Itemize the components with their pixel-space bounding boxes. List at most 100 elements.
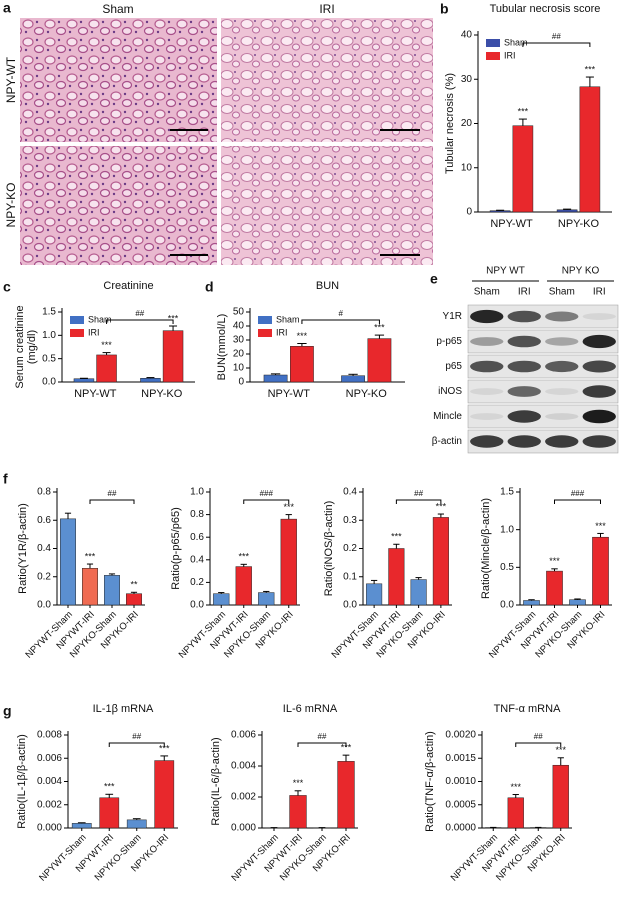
bracket xyxy=(297,742,347,747)
bar xyxy=(71,823,92,829)
legend-label: Sham xyxy=(276,314,300,324)
y-tick-label: 1.5 xyxy=(500,487,514,498)
y-tick-label: 10 xyxy=(461,162,473,173)
blot-strip xyxy=(467,404,619,429)
bar xyxy=(341,375,365,383)
chart-title: IL-1β mRNA xyxy=(93,703,154,715)
panel-label: g xyxy=(3,703,12,719)
y-tick-label: 0.4 xyxy=(190,554,204,565)
blot-lane-label: Sham xyxy=(474,287,500,298)
blot-band xyxy=(470,413,504,420)
bar xyxy=(432,517,449,606)
y-tick-label: 0.5 xyxy=(500,562,514,573)
bracket-label: ## xyxy=(108,489,117,498)
x-tick-label: NPY-KO xyxy=(141,388,183,400)
significance-label: *** xyxy=(549,556,560,566)
y-tick-label: 0.0 xyxy=(190,600,204,611)
bracket xyxy=(243,499,290,504)
bracket-label: ## xyxy=(534,732,543,741)
y-tick-label: 20 xyxy=(461,118,473,129)
significance-label: *** xyxy=(555,745,566,755)
bracket-label: ## xyxy=(135,309,144,318)
blot-group-label: NPY WT xyxy=(486,266,525,277)
x-tick-label: NPY-KO xyxy=(558,218,600,230)
bracket xyxy=(301,319,380,324)
bracket-label: ## xyxy=(132,732,141,741)
significance-label: *** xyxy=(374,322,385,332)
image xyxy=(20,18,217,142)
bar xyxy=(366,583,383,606)
y-tick-label: 0.8 xyxy=(37,487,51,498)
blot-band xyxy=(582,409,616,424)
y-tick-label: 20 xyxy=(233,349,245,360)
significance-label: *** xyxy=(101,340,112,350)
y-tick-label: 0 xyxy=(466,207,472,218)
blot-band xyxy=(582,385,616,398)
significance-label: *** xyxy=(238,552,249,562)
legend-label: Sham xyxy=(504,37,528,47)
significance-label: *** xyxy=(518,106,529,116)
chart-title: IL-6 mRNA xyxy=(283,703,338,715)
bar xyxy=(489,210,511,213)
bracket xyxy=(522,42,591,47)
legend-swatch xyxy=(486,39,500,47)
blot-band xyxy=(545,360,579,373)
y-tick-label: 0.004 xyxy=(231,761,256,772)
y-tick-label: 50 xyxy=(233,307,245,318)
blot-row-label: iNOS xyxy=(438,386,462,397)
y-axis-label: Ratio(TNF-α/β-actin) xyxy=(424,731,436,832)
y-axis-label: Ratio(IL-1β/β-actin) xyxy=(16,734,28,829)
significance-label: *** xyxy=(510,782,521,792)
blot-lane-label: IRI xyxy=(518,287,531,298)
blot-band xyxy=(470,435,504,448)
y-axis-label: Ratio(Y1R/β-actin) xyxy=(17,503,29,594)
image xyxy=(221,146,433,265)
blot-strip xyxy=(467,329,619,354)
bar xyxy=(126,819,147,829)
bracket xyxy=(515,742,562,747)
y-tick-label: 1.0 xyxy=(190,487,204,498)
western-blot: NPY WT NPY KO Sham IRI Sham IRI Y1R p-p65 p65 iNO… xyxy=(432,266,619,454)
y-axis-label: (mg/dl) xyxy=(26,330,38,364)
blot-band xyxy=(582,313,616,320)
y-tick-label: 0.0020 xyxy=(445,730,476,741)
chart-title: Tubular necrosis score xyxy=(490,3,601,15)
bar xyxy=(162,330,184,383)
y-tick-label: 0.5 xyxy=(42,353,56,364)
blot-band xyxy=(470,388,504,395)
significance-label: *** xyxy=(585,64,596,74)
histology-images xyxy=(20,18,433,265)
bracket-label: ### xyxy=(571,489,585,498)
y-tick-label: 0.000 xyxy=(37,823,62,834)
y-tick-label: 0.6 xyxy=(37,515,51,526)
significance-label: *** xyxy=(341,743,352,753)
y-tick-label: 10 xyxy=(233,363,245,374)
panel-label: b xyxy=(440,1,449,17)
blot-band xyxy=(507,360,541,373)
legend-label: IRI xyxy=(88,327,100,337)
legend-swatch xyxy=(258,329,272,337)
bar xyxy=(258,592,275,606)
y-tick-label: 40 xyxy=(461,30,473,41)
y-tick-label: 0.3 xyxy=(343,515,357,526)
blot-band xyxy=(582,360,616,373)
bar xyxy=(592,536,609,606)
bar xyxy=(388,548,405,606)
panel-label: e xyxy=(430,271,438,287)
blot-band xyxy=(545,435,579,448)
y-tick-label: 0.000 xyxy=(231,823,256,834)
blot-strip xyxy=(467,379,619,404)
blot-band xyxy=(470,360,504,373)
bar xyxy=(552,764,569,829)
y-axis-label: Tubular necrosis (%) xyxy=(444,73,456,174)
panel-label: a xyxy=(3,0,11,16)
y-tick-label: 0.0 xyxy=(343,600,357,611)
bracket xyxy=(108,742,165,747)
panel-label: f xyxy=(3,471,8,487)
bar xyxy=(546,570,563,606)
blot-band xyxy=(545,413,579,420)
y-tick-label: 0.004 xyxy=(37,776,62,787)
significance-label: *** xyxy=(104,782,115,792)
bar xyxy=(126,593,142,606)
y-tick-label: 0.8 xyxy=(190,509,204,520)
